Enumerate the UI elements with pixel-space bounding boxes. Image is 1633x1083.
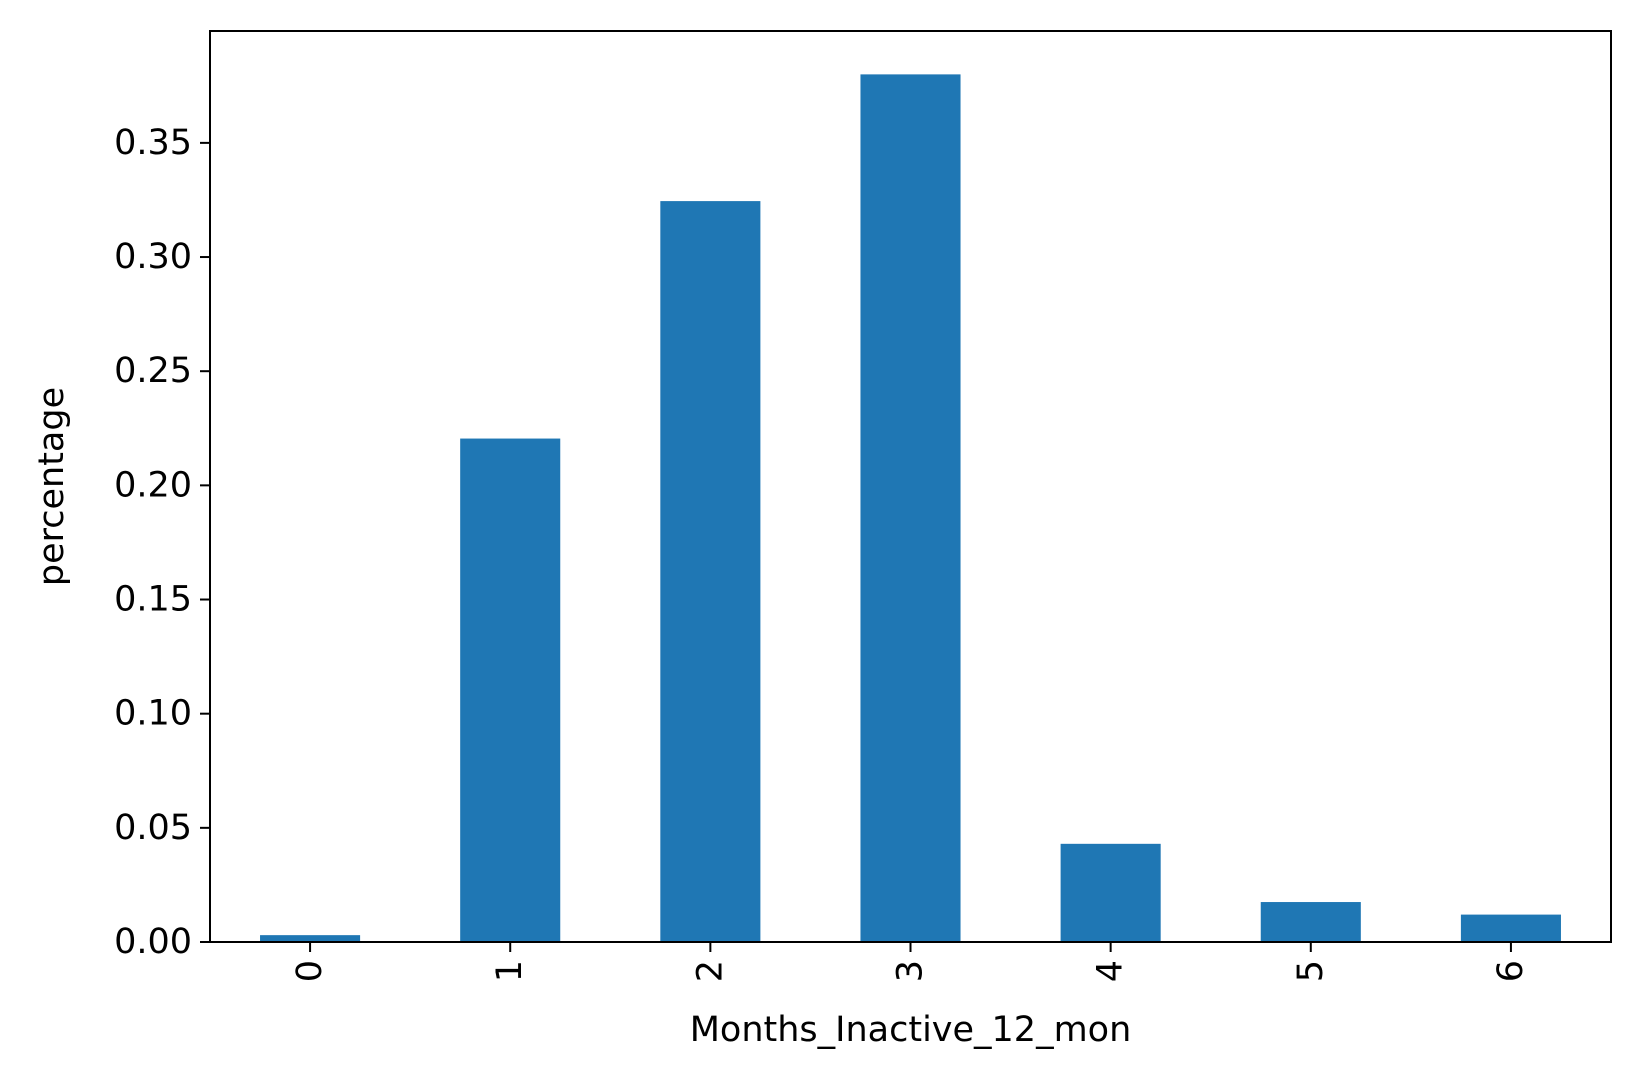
y-tick-label: 0.10 xyxy=(114,694,192,734)
bar-1 xyxy=(460,438,561,942)
y-tick-label: 0.20 xyxy=(114,465,192,505)
bar-6 xyxy=(1460,914,1561,942)
x-tick-label: 1 xyxy=(490,960,530,982)
y-tick-label: 0.15 xyxy=(114,580,192,620)
bar-4 xyxy=(1060,843,1161,942)
x-tick-label: 4 xyxy=(1091,960,1131,982)
x-tick-label: 2 xyxy=(690,960,730,982)
bar-0 xyxy=(260,935,361,942)
plot-frame xyxy=(209,30,1612,943)
y-tick-label: 0.35 xyxy=(114,123,192,163)
y-tick-label: 0.00 xyxy=(114,922,192,962)
x-tick-label: 3 xyxy=(891,960,931,982)
x-tick-label: 0 xyxy=(290,960,330,982)
y-axis: 0.00 0.05 0.10 0.15 0.20 0.25 0.30 0.35 xyxy=(114,123,210,962)
y-axis-label: percentage xyxy=(32,387,72,586)
bars-layer xyxy=(260,74,1561,942)
x-tick-label: 5 xyxy=(1291,960,1331,982)
x-axis-label: Months_Inactive_12_mon xyxy=(690,1010,1132,1050)
bar-5 xyxy=(1260,902,1361,942)
y-tick-label: 0.05 xyxy=(114,808,192,848)
bar-2 xyxy=(660,201,761,942)
y-tick-label: 0.30 xyxy=(114,237,192,277)
y-tick-label: 0.25 xyxy=(114,351,192,391)
x-axis: 0 1 2 3 4 5 6 xyxy=(290,942,1531,982)
x-tick-label: 6 xyxy=(1491,960,1531,982)
bar-3 xyxy=(860,74,961,942)
